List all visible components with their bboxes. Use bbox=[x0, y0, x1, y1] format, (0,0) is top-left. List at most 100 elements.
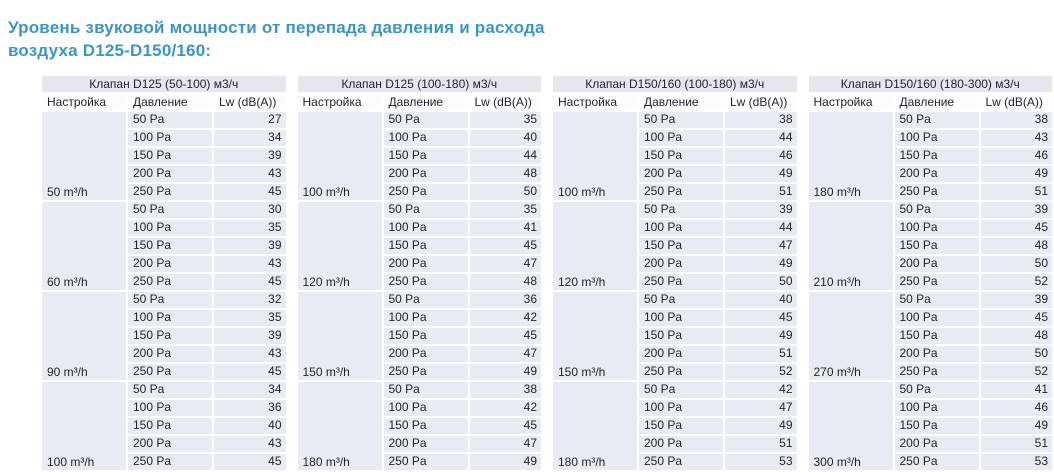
lw-value-cell: 43 bbox=[214, 166, 286, 182]
pressure-cell: 50 Pa bbox=[128, 382, 212, 398]
flow-setting-cell: 150 m³/h bbox=[298, 292, 382, 380]
lw-value-cell: 38 bbox=[470, 382, 542, 398]
pressure-cell: 50 Pa bbox=[895, 292, 979, 308]
lw-value-cell: 40 bbox=[470, 130, 542, 146]
column-header: Настройка bbox=[553, 94, 637, 110]
pressure-cell: 150 Pa bbox=[895, 148, 979, 164]
lw-value-cell: 52 bbox=[981, 274, 1053, 290]
lw-value-cell: 46 bbox=[725, 148, 797, 164]
lw-value-cell: 49 bbox=[470, 454, 542, 470]
pressure-cell: 250 Pa bbox=[639, 364, 723, 380]
page-title: Уровень звуковой мощности от перепада да… bbox=[0, 11, 1054, 62]
lw-value-cell: 44 bbox=[725, 130, 797, 146]
pressure-cell: 50 Pa bbox=[128, 202, 212, 218]
lw-value-cell: 49 bbox=[981, 418, 1053, 434]
lw-value-cell: 38 bbox=[981, 112, 1053, 128]
pressure-cell: 100 Pa bbox=[895, 400, 979, 416]
lw-value-cell: 45 bbox=[214, 454, 286, 470]
pressure-cell: 100 Pa bbox=[895, 310, 979, 326]
lw-value-cell: 41 bbox=[470, 220, 542, 236]
lw-value-cell: 27 bbox=[214, 112, 286, 128]
lw-value-cell: 44 bbox=[725, 220, 797, 236]
lw-value-cell: 43 bbox=[981, 130, 1053, 146]
pressure-cell: 50 Pa bbox=[639, 112, 723, 128]
pressure-cell: 200 Pa bbox=[895, 166, 979, 182]
flow-setting-cell: 180 m³/h bbox=[553, 382, 637, 470]
lw-value-cell: 35 bbox=[214, 220, 286, 236]
pressure-cell: 100 Pa bbox=[895, 130, 979, 146]
pressure-cell: 250 Pa bbox=[128, 274, 212, 290]
lw-value-cell: 51 bbox=[981, 436, 1053, 452]
lw-value-cell: 49 bbox=[725, 418, 797, 434]
pressure-cell: 150 Pa bbox=[384, 148, 468, 164]
pressure-cell: 150 Pa bbox=[128, 418, 212, 434]
pressure-cell: 200 Pa bbox=[384, 346, 468, 362]
lw-value-cell: 43 bbox=[214, 346, 286, 362]
pressure-cell: 100 Pa bbox=[384, 310, 468, 326]
flow-setting-cell: 100 m³/h bbox=[553, 112, 637, 200]
column-header: Давление bbox=[895, 94, 979, 110]
pressure-cell: 250 Pa bbox=[895, 454, 979, 470]
lw-value-cell: 48 bbox=[470, 274, 542, 290]
pressure-cell: 50 Pa bbox=[639, 382, 723, 398]
flow-setting-cell: 300 m³/h bbox=[809, 382, 893, 470]
pressure-cell: 200 Pa bbox=[128, 346, 212, 362]
pressure-cell: 150 Pa bbox=[384, 238, 468, 254]
pressure-cell: 100 Pa bbox=[639, 220, 723, 236]
pressure-cell: 200 Pa bbox=[895, 346, 979, 362]
lw-value-cell: 48 bbox=[981, 238, 1053, 254]
pressure-cell: 200 Pa bbox=[895, 256, 979, 272]
lw-value-cell: 39 bbox=[214, 148, 286, 164]
pressure-cell: 150 Pa bbox=[128, 328, 212, 344]
pressure-cell: 200 Pa bbox=[639, 256, 723, 272]
pressure-cell: 100 Pa bbox=[128, 220, 212, 236]
pressure-cell: 150 Pa bbox=[639, 418, 723, 434]
pressure-cell: 50 Pa bbox=[384, 292, 468, 308]
pressure-cell: 250 Pa bbox=[384, 364, 468, 380]
lw-value-cell: 45 bbox=[214, 184, 286, 200]
page-title-line-2: воздуха D125-D150/160: bbox=[8, 39, 1054, 62]
lw-value-cell: 34 bbox=[214, 130, 286, 146]
pressure-cell: 200 Pa bbox=[384, 166, 468, 182]
lw-value-cell: 49 bbox=[725, 256, 797, 272]
lw-value-cell: 47 bbox=[725, 238, 797, 254]
column-header: Настройка bbox=[809, 94, 893, 110]
pressure-cell: 100 Pa bbox=[895, 220, 979, 236]
pressure-cell: 100 Pa bbox=[128, 130, 212, 146]
lw-value-cell: 49 bbox=[725, 166, 797, 182]
pressure-cell: 250 Pa bbox=[639, 274, 723, 290]
lw-value-cell: 41 bbox=[981, 382, 1053, 398]
pressure-cell: 50 Pa bbox=[639, 292, 723, 308]
lw-value-cell: 34 bbox=[214, 382, 286, 398]
pressure-cell: 50 Pa bbox=[384, 202, 468, 218]
lw-value-cell: 49 bbox=[981, 166, 1053, 182]
pressure-cell: 100 Pa bbox=[639, 310, 723, 326]
pressure-cell: 200 Pa bbox=[384, 256, 468, 272]
column-header: Lw (dB(A)) bbox=[725, 94, 797, 110]
lw-value-cell: 45 bbox=[214, 274, 286, 290]
lw-value-cell: 51 bbox=[725, 346, 797, 362]
pressure-cell: 100 Pa bbox=[128, 400, 212, 416]
lw-value-cell: 39 bbox=[725, 202, 797, 218]
lw-value-cell: 52 bbox=[981, 364, 1053, 380]
lw-value-cell: 45 bbox=[470, 418, 542, 434]
pressure-cell: 150 Pa bbox=[895, 328, 979, 344]
pressure-cell: 150 Pa bbox=[384, 328, 468, 344]
